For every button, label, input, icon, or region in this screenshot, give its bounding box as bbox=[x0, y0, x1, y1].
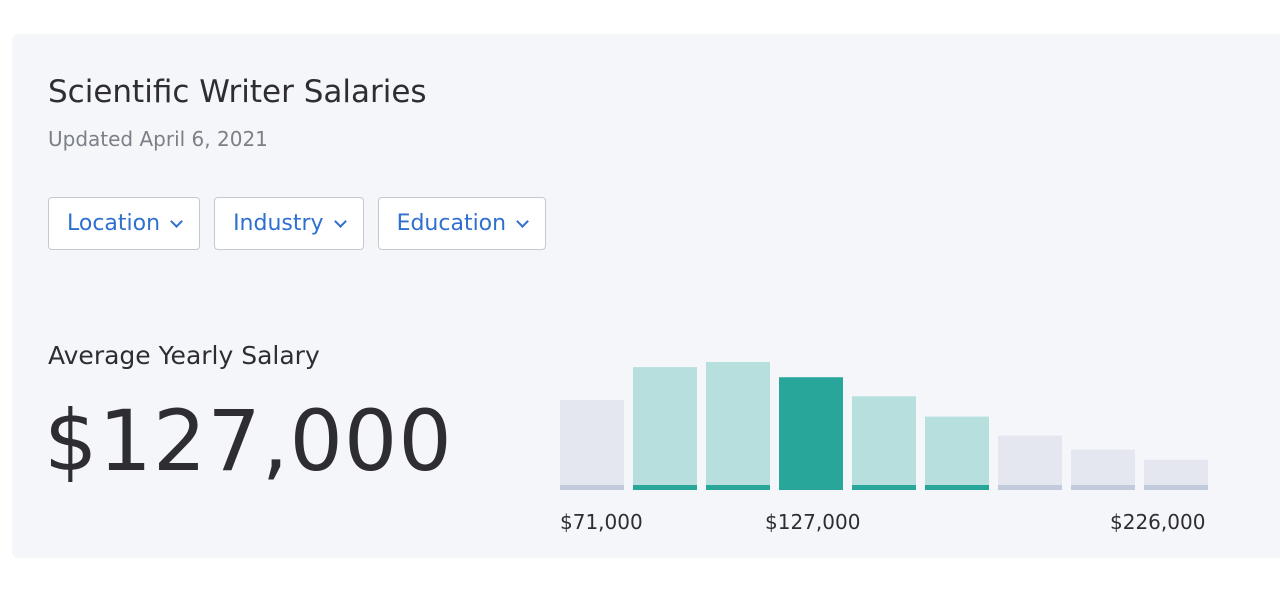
x-tick-label-max: $226,000 bbox=[1110, 510, 1206, 534]
page-title: Scientific Writer Salaries bbox=[48, 74, 427, 110]
histogram-bar-base-4 bbox=[779, 485, 843, 490]
chevron-down-icon bbox=[516, 214, 529, 228]
histogram-bar-base-9 bbox=[1144, 485, 1208, 490]
x-tick-label-median: $127,000 bbox=[765, 510, 861, 534]
filter-bar: Location Industry Education bbox=[48, 197, 560, 250]
average-salary-value: $127,000 bbox=[44, 392, 453, 490]
education-filter-label: Education bbox=[396, 211, 507, 236]
location-filter-label: Location bbox=[67, 211, 161, 236]
histogram-bar-base-2 bbox=[633, 485, 697, 490]
chevron-down-icon bbox=[333, 214, 347, 228]
histogram-bar-base-6 bbox=[925, 485, 989, 490]
histogram-bar-2 bbox=[633, 367, 697, 489]
histogram-bar-base-7 bbox=[998, 485, 1062, 490]
histogram-bar-base-5 bbox=[852, 485, 916, 490]
histogram-bar-7 bbox=[998, 435, 1062, 489]
updated-date: Updated April 6, 2021 bbox=[48, 127, 268, 151]
salary-histogram bbox=[560, 362, 1208, 490]
x-tick-label-min: $71,000 bbox=[560, 510, 643, 534]
histogram-bar-3 bbox=[706, 362, 770, 489]
chevron-down-icon bbox=[170, 214, 183, 228]
histogram-bar-1 bbox=[560, 400, 624, 489]
histogram-bar-base-3 bbox=[706, 485, 770, 490]
average-salary-label: Average Yearly Salary bbox=[48, 341, 320, 370]
histogram-bar-9 bbox=[1144, 459, 1208, 489]
histogram-bar-6 bbox=[925, 416, 989, 489]
histogram-bar-base-8 bbox=[1071, 485, 1135, 490]
histogram-bar-5 bbox=[852, 396, 916, 489]
location-filter-button[interactable]: Location bbox=[48, 197, 201, 250]
histogram-bar-base-1 bbox=[560, 485, 624, 490]
histogram-bar-8 bbox=[1071, 449, 1135, 489]
histogram-bar-4 bbox=[779, 377, 843, 489]
industry-filter-button[interactable]: Industry bbox=[214, 197, 364, 250]
industry-filter-label: Industry bbox=[233, 211, 324, 236]
education-filter-button[interactable]: Education bbox=[377, 197, 547, 250]
